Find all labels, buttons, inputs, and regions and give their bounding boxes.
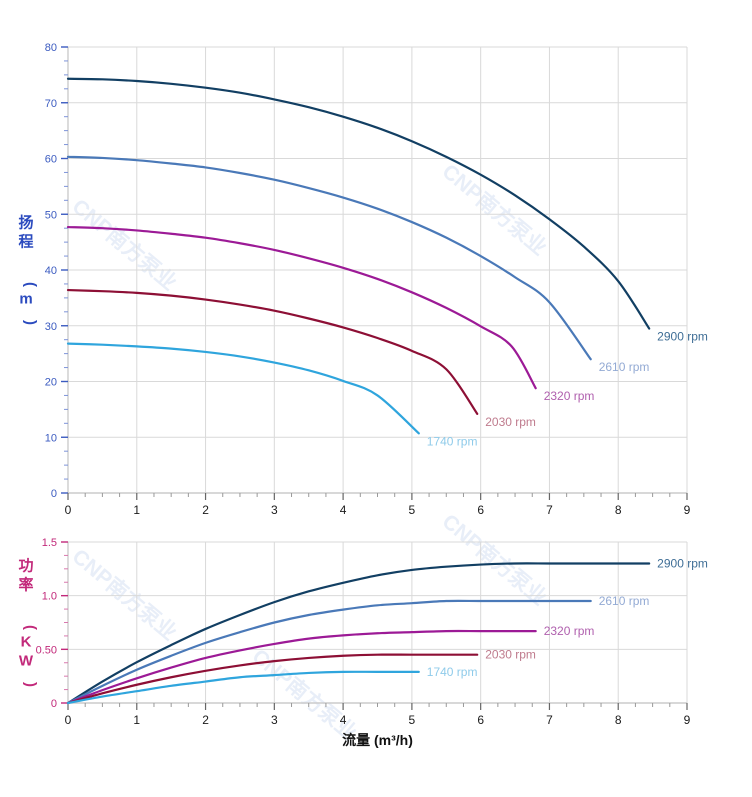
x-tick-label: 1 xyxy=(133,503,140,517)
y-tick-label: 20 xyxy=(45,377,57,389)
x-tick-label: 8 xyxy=(615,713,622,727)
y-tick-label: 60 xyxy=(45,154,57,166)
x-tick-label: 5 xyxy=(409,503,416,517)
y-tick-label: 0 xyxy=(51,698,57,710)
x-tick-label: 6 xyxy=(477,713,484,727)
series-label-2610-rpm: 2610 rpm xyxy=(599,360,650,374)
curve-layer xyxy=(66,77,651,435)
x-tick-label: 7 xyxy=(546,713,553,727)
series-label-2320-rpm: 2320 rpm xyxy=(544,389,595,403)
series-label-2030-rpm: 2030 rpm xyxy=(485,415,536,429)
y-axis-title-char: 率 xyxy=(18,576,33,594)
x-tick-label: 6 xyxy=(477,503,484,517)
x-tick-label: 4 xyxy=(340,503,347,517)
y-axis-title-power: 功率 ( KW) xyxy=(18,558,39,688)
curve-2320-rpm xyxy=(66,225,537,390)
y-axis-title-char: 功 xyxy=(18,558,33,575)
curve-2030-rpm xyxy=(66,653,479,705)
y-tick-label: 70 xyxy=(45,98,57,110)
curve-2610-rpm xyxy=(66,599,592,705)
y-axis-title-char: m xyxy=(19,291,32,308)
x-tick-label: 9 xyxy=(684,503,691,517)
y-tick-label: 30 xyxy=(45,321,57,333)
series-label-2030-rpm: 2030 rpm xyxy=(485,648,536,662)
y-axis-ticks: 0 0.50 1.0 1.5 xyxy=(36,537,68,710)
curve-2610-rpm xyxy=(66,155,592,361)
series-label-2610-rpm: 2610 rpm xyxy=(599,594,650,608)
y-tick-label: 0.50 xyxy=(36,644,57,656)
x-tick-label: 2 xyxy=(202,713,209,727)
y-tick-label: 80 xyxy=(45,42,57,54)
y-tick-label: 1.0 xyxy=(42,591,57,603)
y-tick-label: 10 xyxy=(45,432,57,444)
x-tick-label: 1 xyxy=(133,713,140,727)
y-axis-title-char: ( xyxy=(22,282,39,287)
x-tick-label: 3 xyxy=(271,713,278,727)
series-label-2320-rpm: 2320 rpm xyxy=(544,624,595,638)
curve-layer xyxy=(66,562,651,705)
y-axis-title-head: 扬程 ( m) xyxy=(18,214,39,326)
x-tick-label: 4 xyxy=(340,713,347,727)
curve-1740-rpm xyxy=(66,670,420,705)
y-axis-title-char: K xyxy=(21,634,32,651)
grid-lines xyxy=(67,46,688,494)
curve-2900-rpm xyxy=(66,562,651,705)
x-axis-ticks: 0 1 2 3 4 5 6 7 8 9 xyxy=(65,703,691,727)
y-tick-label: 0 xyxy=(51,488,57,500)
x-tick-label: 2 xyxy=(202,503,209,517)
curve-2030-rpm xyxy=(66,288,479,415)
x-tick-label: 5 xyxy=(409,713,416,727)
series-label-2900-rpm: 2900 rpm xyxy=(657,330,708,344)
x-tick-label: 0 xyxy=(65,503,72,517)
series-label-2900-rpm: 2900 rpm xyxy=(657,556,708,570)
series-label-1740-rpm: 1740 rpm xyxy=(427,665,478,679)
x-tick-label: 7 xyxy=(546,503,553,517)
y-tick-label: 50 xyxy=(45,209,57,221)
y-axis-title-char: ) xyxy=(22,682,39,687)
y-axis-ticks: 0 10 20 30 40 50 60 70 80 xyxy=(45,42,68,500)
watermark-text: CNP南方泵业 xyxy=(68,194,182,295)
x-tick-label: 3 xyxy=(271,503,278,517)
watermark-text: CNP南方泵业 xyxy=(438,509,552,610)
curve-2900-rpm xyxy=(66,77,651,330)
x-tick-label: 8 xyxy=(615,503,622,517)
y-axis-title-char: ) xyxy=(22,320,39,325)
x-tick-label: 0 xyxy=(65,713,72,727)
series-label-layer: 2900 rpm 2610 rpm 2320 rpm 2030 rpm 1740 rpm xyxy=(427,330,708,449)
y-axis-title-char: 程 xyxy=(18,234,33,251)
power-chart: 0 0.50 1.0 1.5 0 1 2 3 4 5 6 7 8 9 2900 rpm 2610 rpm 232… xyxy=(18,537,707,727)
x-tick-label: 9 xyxy=(684,713,691,727)
curve-1740-rpm xyxy=(66,342,420,435)
y-axis-title-char: ( xyxy=(22,625,39,630)
x-axis-ticks: 0 1 2 3 4 5 6 7 8 9 xyxy=(65,493,691,517)
series-label-1740-rpm: 1740 rpm xyxy=(427,434,478,448)
y-axis-title-char: 扬 xyxy=(18,214,33,232)
watermark-text: CNP南方泵业 xyxy=(68,544,182,645)
series-label-layer: 2900 rpm 2610 rpm 2320 rpm 2030 rpm 1740 rpm xyxy=(427,556,708,678)
y-axis-title-char: W xyxy=(19,653,34,670)
x-axis-title: 流量 (m³/h) xyxy=(342,732,413,748)
head-chart: 0 10 20 30 40 50 60 70 80 0 1 2 3 4 5 6 7 8 9 2900 rpm 2610 … xyxy=(18,42,707,517)
y-tick-label: 40 xyxy=(45,265,57,277)
y-tick-label: 1.5 xyxy=(42,537,57,549)
curve-2320-rpm xyxy=(66,629,537,705)
